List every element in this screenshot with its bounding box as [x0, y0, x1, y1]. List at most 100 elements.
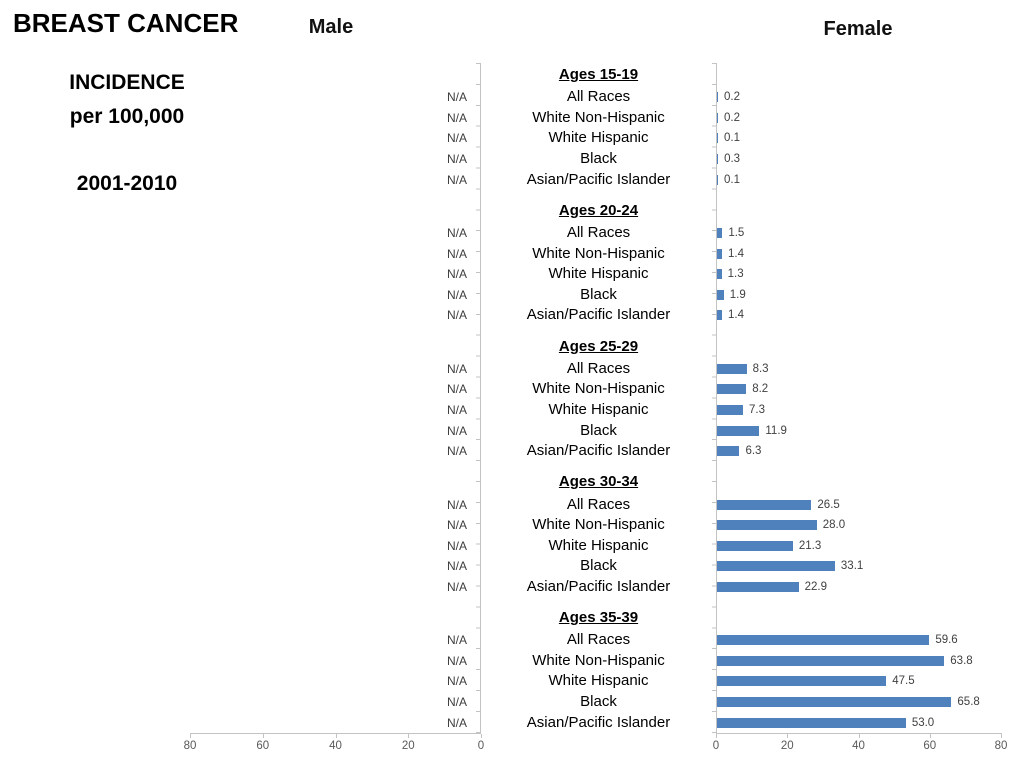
bar-value-label: 53.0: [911, 716, 935, 729]
center-row: White Non-Hispanic: [482, 108, 715, 129]
race-label: Asian/Pacific Islander: [526, 306, 671, 324]
center-row: White Non-Hispanic: [482, 651, 715, 672]
female-x-tick: [858, 734, 860, 738]
bar: [717, 310, 722, 321]
race-label: White Non-Hispanic: [532, 244, 665, 262]
female-row: 63.8: [717, 651, 1016, 672]
subtitle-incidence: INCIDENCE: [69, 71, 185, 94]
female-x-tick-label: 20: [780, 740, 794, 752]
bar: [717, 112, 718, 123]
male-row: N/A: [190, 128, 480, 149]
bar-value-label: 7.3: [749, 403, 765, 416]
female-x-tick-label: 0: [712, 740, 720, 752]
male-row: N/A: [190, 556, 480, 577]
male-row: N/A: [190, 149, 480, 170]
race-label: White Hispanic: [548, 672, 649, 690]
center-row: White Non-Hispanic: [482, 515, 715, 536]
na-value: N/A: [446, 226, 467, 241]
male-age-group-block: N/A N/A N/A N/A N/A: [190, 607, 480, 733]
male-age-group-block: N/A N/A N/A N/A N/A: [190, 471, 480, 597]
na-value: N/A: [446, 518, 467, 533]
male-row: N/A: [190, 651, 480, 672]
bar-value-label: 47.5: [892, 675, 915, 688]
bar-value-label: 65.8: [957, 696, 980, 709]
female-row: 11.9: [717, 420, 1016, 441]
male-row: N/A: [190, 420, 480, 441]
bar: [717, 446, 740, 457]
na-value: N/A: [446, 559, 467, 574]
female-age-group-block: 0.2 0.2 0.1 0.3 0.1: [717, 64, 1016, 190]
female-row: 1.3: [717, 264, 1016, 285]
male-row: N/A: [190, 359, 480, 380]
center-age-group-block: Ages 15-19 All Races White Non-Hispanic Whi…: [482, 64, 715, 190]
center-row: Asian/Pacific Islander: [482, 712, 715, 733]
female-row: 59.6: [717, 630, 1016, 651]
female-x-axis-line: [716, 733, 1002, 734]
bar: [717, 520, 817, 531]
bar-value-label: 1.9: [729, 288, 746, 301]
page-title: BREAST CANCER: [13, 8, 239, 38]
center-age-group-block: Ages 30-34 All Races White Non-Hispanic Whi…: [482, 471, 715, 597]
center-row: All Races: [482, 494, 715, 515]
male-x-axis-line: [190, 733, 481, 734]
age-group-header: Ages 15-19: [558, 66, 639, 83]
race-label: White Non-Hispanic: [532, 380, 665, 398]
race-label: All Races: [566, 88, 631, 106]
female-x-tick: [1001, 734, 1002, 738]
male-row: N/A: [190, 108, 480, 129]
bar: [717, 384, 747, 395]
na-value: N/A: [446, 246, 467, 261]
bar: [717, 655, 945, 666]
female-x-tick-label: 80: [994, 740, 1008, 752]
bar-value-label: 63.8: [950, 654, 973, 667]
race-label: All Races: [566, 631, 631, 649]
race-label: White Non-Hispanic: [532, 108, 665, 126]
na-value: N/A: [446, 172, 467, 187]
bar-value-label: 1.5: [728, 227, 745, 240]
male-row: N/A: [190, 285, 480, 306]
bar-value-label: 0.3: [724, 153, 741, 166]
race-label: Black: [580, 150, 617, 168]
age-group-header: Ages 35-39: [558, 609, 639, 626]
race-label: All Races: [566, 359, 631, 377]
na-value: N/A: [446, 538, 467, 553]
bar: [717, 540, 793, 551]
male-x-tick: [190, 734, 191, 738]
race-label: Black: [580, 557, 617, 575]
na-value: N/A: [446, 152, 467, 167]
female-row: 22.9: [717, 577, 1016, 598]
bar: [717, 581, 799, 592]
female-row: 1.4: [717, 243, 1016, 264]
center-row: Asian/Pacific Islander: [482, 577, 715, 598]
bar-value-label: 0.2: [724, 111, 740, 124]
center-row: Black: [482, 149, 715, 170]
bar: [717, 697, 952, 708]
bar: [717, 133, 718, 144]
na-value: N/A: [446, 497, 467, 512]
bar-value-label: 59.6: [935, 634, 958, 647]
bar-value-label: 26.5: [817, 498, 840, 511]
male-x-tick: [481, 734, 482, 738]
bar: [717, 269, 722, 280]
female-age-group-block: 8.3 8.2 7.3 11.9 6.3: [717, 336, 1016, 462]
center-row: White Non-Hispanic: [482, 379, 715, 400]
male-row: N/A: [190, 264, 480, 285]
bar-value-label: 8.2: [752, 383, 769, 396]
female-axis-tick-marks: [712, 63, 716, 734]
female-chart-area: 0.2 0.2 0.1 0.3 0.1 1.5 1.4 1.3 1.9 1.4 8.3 8.2 7.3 1…: [717, 64, 1016, 733]
age-group-header-spacer: [717, 471, 1016, 494]
race-label: All Races: [566, 495, 631, 513]
age-group-header-spacer: [717, 336, 1016, 359]
na-value: N/A: [446, 674, 467, 689]
male-row: N/A: [190, 305, 480, 326]
male-x-tick: [408, 734, 410, 738]
bar: [717, 499, 812, 510]
race-label: White Hispanic: [548, 129, 649, 147]
age-group-header-spacer: [717, 607, 1016, 630]
bar-value-label: 1.4: [727, 309, 744, 322]
female-row: 33.1: [717, 556, 1016, 577]
category-labels-column: Ages 15-19 All Races White Non-Hispanic Whi…: [482, 64, 715, 733]
center-row: White Hispanic: [482, 264, 715, 285]
male-row: N/A: [190, 223, 480, 244]
male-age-group-block: N/A N/A N/A N/A N/A: [190, 336, 480, 462]
